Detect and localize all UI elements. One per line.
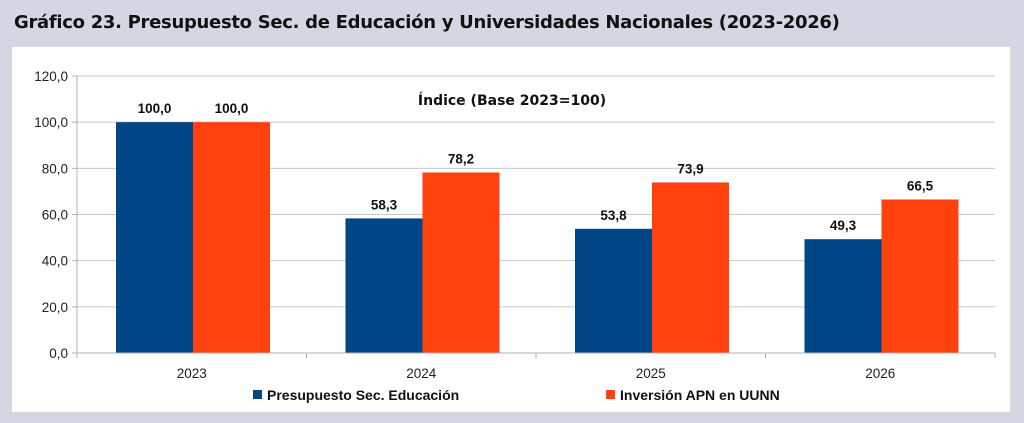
x-tick-label: 2026	[865, 366, 895, 381]
y-tick-label: 60,0	[42, 208, 68, 223]
data-label: 100,0	[215, 101, 249, 116]
y-tick-label: 20,0	[42, 300, 68, 315]
legend-label: Presupuesto Sec. Educación	[267, 387, 459, 403]
legend-label: Inversión APN en UUNN	[620, 387, 780, 403]
bar-educacion-2025	[575, 228, 652, 353]
data-label: 58,3	[371, 197, 398, 212]
data-label: 73,9	[677, 161, 703, 176]
y-tick-label: 40,0	[42, 254, 68, 269]
legend-swatch	[606, 390, 615, 399]
x-tick-label: 2023	[177, 366, 207, 381]
chart-title: Gráfico 23. Presupuesto Sec. de Educació…	[14, 12, 840, 33]
bar-uunn-2026	[881, 199, 959, 353]
legend-swatch	[253, 390, 262, 399]
data-label: 66,5	[907, 178, 934, 193]
chart-subtitle: Índice (Base 2023=100)	[418, 92, 606, 109]
x-tick-label: 2025	[636, 366, 666, 381]
data-label: 78,2	[448, 151, 474, 166]
bar-uunn-2023	[193, 122, 270, 354]
x-tick-label: 2024	[406, 366, 437, 381]
bar-educacion-2024	[345, 218, 423, 353]
data-label: 53,8	[600, 208, 627, 223]
bar-uunn-2024	[422, 172, 500, 353]
data-label: 100,0	[138, 101, 172, 116]
y-tick-label: 80,0	[42, 161, 68, 176]
y-tick-label: 120,0	[34, 69, 68, 84]
y-tick-label: 0,0	[49, 346, 68, 361]
bar-educacion-2026	[804, 239, 882, 353]
bar-educacion-2023	[116, 122, 193, 354]
data-label: 49,3	[830, 218, 857, 233]
bar-uunn-2025	[652, 182, 729, 353]
y-tick-label: 100,0	[34, 115, 68, 130]
